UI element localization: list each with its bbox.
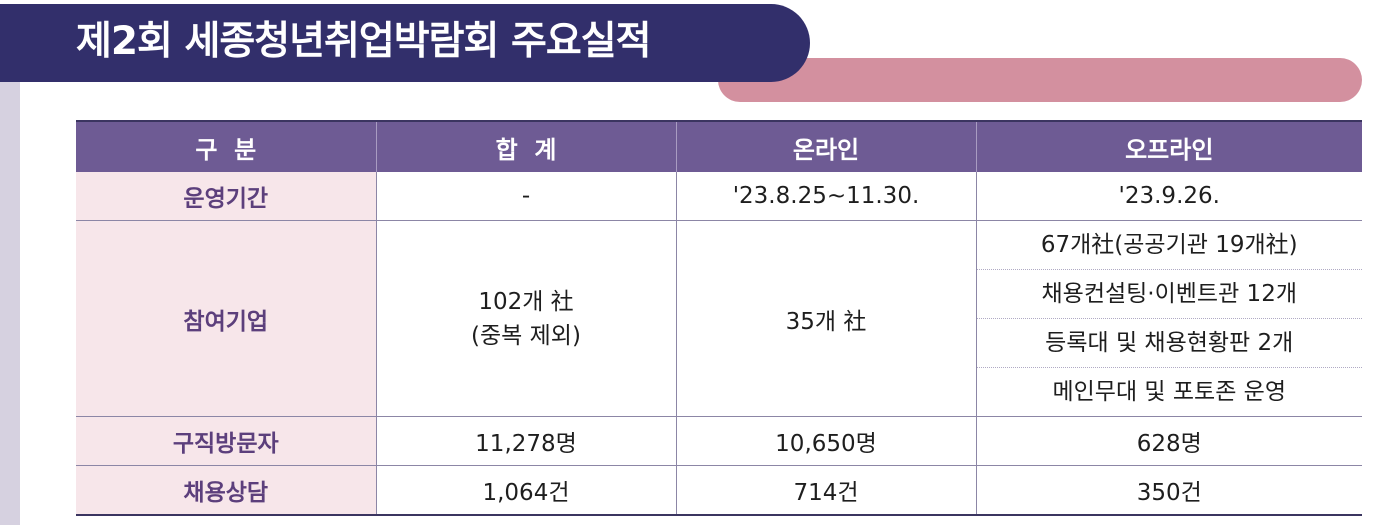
- companies-offline: 67개社(공공기관 19개社) 채용컨설팅·이벤트관 12개 등록대 및 채용현…: [976, 220, 1362, 417]
- companies-online: 35개 社: [676, 220, 977, 417]
- consults-offline: 350건: [976, 465, 1362, 516]
- consults-online: 714건: [676, 465, 977, 516]
- table-row-companies: 참여기업 102개 社 (중복 제외) 35개 社 67개社(공공기관 19개社…: [76, 220, 1362, 417]
- left-decor-bar: [0, 80, 20, 525]
- companies-total-line2: (중복 제외): [471, 322, 581, 349]
- header-category: 구 분: [76, 121, 377, 172]
- offline-item: 등록대 및 채용현황판 2개: [976, 319, 1362, 368]
- period-offline: '23.9.26.: [976, 172, 1362, 221]
- table-row-visitors: 구직방문자 11,278명 10,650명 628명: [76, 416, 1362, 466]
- row-label-period: 운영기간: [76, 172, 377, 221]
- visitors-offline: 628명: [976, 416, 1362, 466]
- header-total: 합 계: [376, 121, 677, 172]
- visitors-total: 11,278명: [376, 416, 677, 466]
- offline-item: 67개社(공공기관 19개社): [976, 221, 1362, 270]
- title-accent-bar: [718, 58, 1362, 102]
- visitors-online: 10,650명: [676, 416, 977, 466]
- consults-total: 1,064건: [376, 465, 677, 516]
- table-row-consults: 채용상담 1,064건 714건 350건: [76, 465, 1362, 516]
- period-total: -: [376, 172, 677, 221]
- companies-total: 102개 社 (중복 제외): [376, 220, 677, 417]
- title-banner: [0, 4, 810, 82]
- page-title: 제2회 세종청년취업박람회 주요실적: [76, 19, 651, 64]
- row-label-companies: 참여기업: [76, 220, 377, 417]
- table-header-row: 구 분 합 계 온라인 오프라인: [76, 121, 1362, 172]
- row-label-visitors: 구직방문자: [76, 416, 377, 466]
- companies-total-line1: 102개 社: [478, 288, 574, 315]
- header-online: 온라인: [676, 121, 977, 172]
- offline-item: 채용컨설팅·이벤트관 12개: [976, 270, 1362, 319]
- results-table: 구 분 합 계 온라인 오프라인 운영기간 - '23.8.25~11.30. …: [76, 120, 1362, 516]
- period-online: '23.8.25~11.30.: [676, 172, 977, 221]
- row-label-consults: 채용상담: [76, 465, 377, 516]
- header-offline: 오프라인: [976, 121, 1362, 172]
- table-row-period: 운영기간 - '23.8.25~11.30. '23.9.26.: [76, 172, 1362, 221]
- offline-item: 메인무대 및 포토존 운영: [1052, 379, 1287, 405]
